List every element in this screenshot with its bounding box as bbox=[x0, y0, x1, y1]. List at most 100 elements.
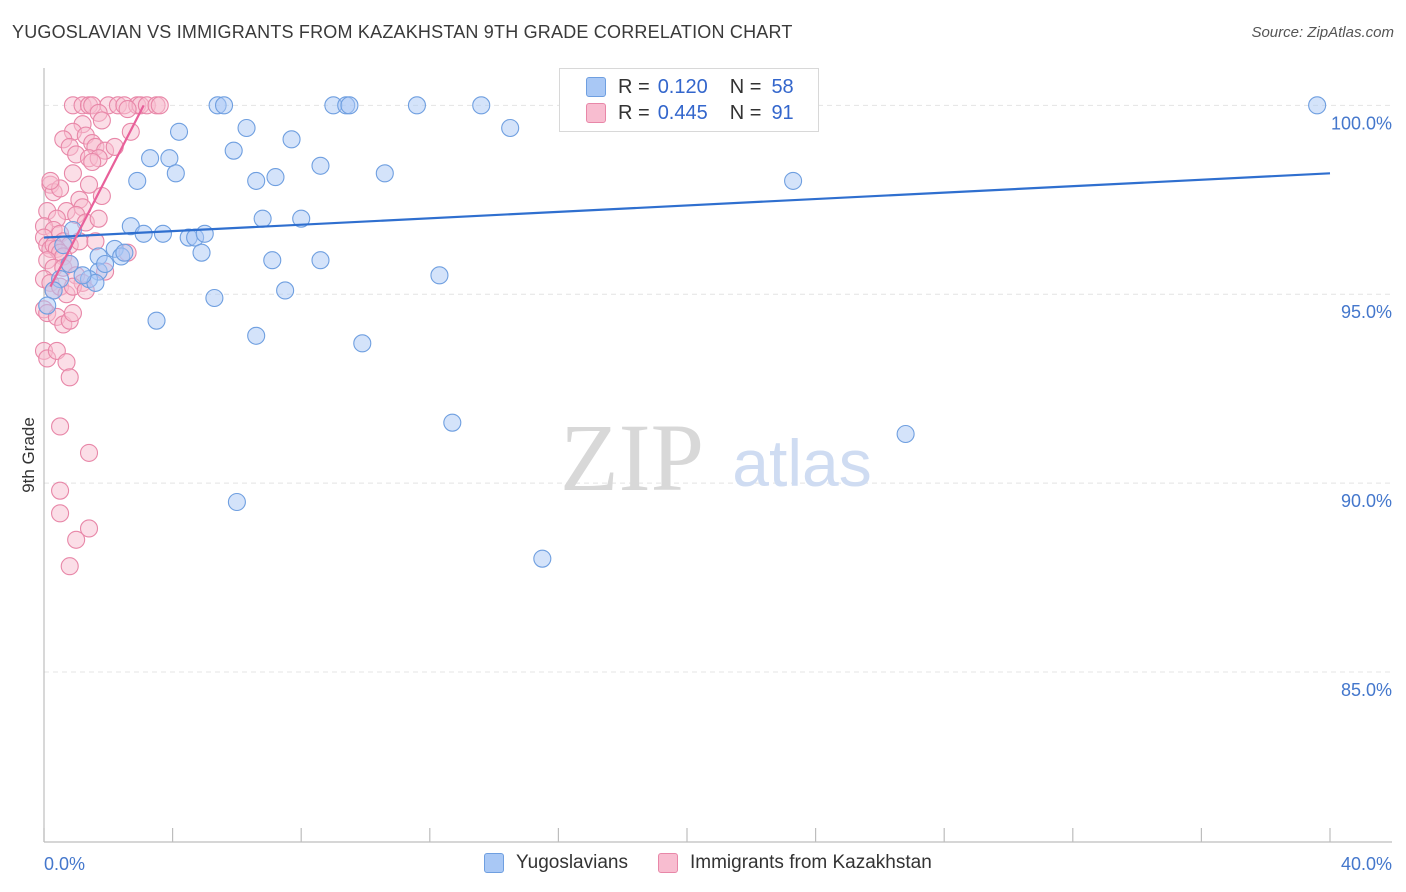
legend-swatch-pink bbox=[586, 103, 606, 123]
point-kazakhstan bbox=[79, 175, 99, 194]
trend-line-kazakhstan bbox=[49, 104, 145, 288]
legend-n-label: N = bbox=[729, 101, 762, 124]
point-yugoslavians bbox=[214, 96, 234, 115]
watermark: ZIP atlas bbox=[560, 404, 872, 511]
point-yugoslavians bbox=[276, 281, 295, 300]
legend-n-label: N = bbox=[729, 75, 762, 98]
point-yugoslavians bbox=[1308, 96, 1327, 115]
point-yugoslavians bbox=[375, 164, 394, 183]
point-yugoslavians bbox=[237, 118, 256, 138]
trend-line-yugoslavians bbox=[43, 172, 1331, 239]
point-yugoslavians bbox=[227, 492, 246, 512]
point-kazakhstan bbox=[63, 304, 82, 323]
point-yugoslavians bbox=[192, 243, 211, 262]
point-yugoslavians bbox=[501, 118, 520, 138]
point-yugoslavians bbox=[73, 266, 92, 285]
point-yugoslavians bbox=[205, 288, 224, 308]
point-kazakhstan bbox=[79, 443, 99, 462]
point-yugoslavians bbox=[430, 266, 449, 285]
point-kazakhstan bbox=[118, 100, 137, 119]
legend-n-value: 91 bbox=[771, 101, 794, 124]
legend-label: Yugoslavians bbox=[516, 852, 628, 873]
point-kazakhstan bbox=[79, 519, 99, 538]
legend-r-value: 0.445 bbox=[657, 101, 708, 124]
point-kazakhstan bbox=[63, 164, 82, 183]
point-yugoslavians bbox=[407, 96, 426, 115]
trend-lines bbox=[43, 104, 1331, 288]
source-credit: Source: ZipAtlas.com bbox=[1251, 24, 1394, 41]
watermark-zip: ZIP bbox=[560, 404, 704, 511]
legend-swatch-blue bbox=[586, 77, 606, 97]
point-yugoslavians bbox=[282, 130, 301, 149]
point-yugoslavians bbox=[247, 326, 266, 345]
y-tick-label: 90.0% bbox=[1341, 491, 1392, 511]
point-yugoslavians bbox=[292, 209, 311, 228]
legend-row-yugoslavians: R = 0.120 N = 58 bbox=[586, 74, 794, 100]
legend-swatch-pink bbox=[657, 853, 678, 873]
axes bbox=[43, 68, 1392, 843]
point-yugoslavians bbox=[153, 224, 173, 243]
y-tick-label: 100.0% bbox=[1331, 113, 1392, 133]
point-yugoslavians bbox=[896, 424, 915, 444]
point-yugoslavians bbox=[224, 141, 243, 160]
x-tick-label-max: 40.0% bbox=[1341, 854, 1392, 874]
legend-row-kazakhstan: R = 0.445 N = 91 bbox=[586, 100, 794, 126]
point-yugoslavians bbox=[128, 171, 147, 190]
data-points bbox=[34, 96, 1327, 576]
point-yugoslavians bbox=[311, 251, 330, 270]
point-yugoslavians bbox=[340, 96, 359, 115]
point-kazakhstan bbox=[83, 152, 102, 172]
point-yugoslavians bbox=[533, 549, 552, 568]
point-kazakhstan bbox=[67, 530, 86, 549]
legend-item-kazakhstan[interactable]: Immigrants from Kazakhstan bbox=[657, 852, 932, 874]
point-kazakhstan bbox=[92, 111, 111, 130]
y-axis-title: 9th Grade bbox=[19, 417, 38, 493]
correlation-legend: R = 0.120 N = 58 R = 0.445 N = 91 bbox=[559, 68, 819, 132]
point-yugoslavians bbox=[472, 96, 491, 115]
point-yugoslavians bbox=[160, 149, 179, 168]
legend-r-value: 0.120 bbox=[657, 75, 708, 98]
point-yugoslavians bbox=[169, 122, 189, 141]
point-kazakhstan bbox=[51, 481, 70, 500]
series-legend: Yugoslavians Immigrants from Kazakhstan bbox=[484, 852, 962, 874]
point-kazakhstan bbox=[60, 557, 79, 576]
legend-label: Immigrants from Kazakhstan bbox=[689, 852, 932, 873]
point-kazakhstan bbox=[57, 353, 76, 372]
point-yugoslavians bbox=[141, 149, 160, 168]
point-yugoslavians bbox=[147, 311, 166, 330]
point-kazakhstan bbox=[41, 171, 60, 190]
point-kazakhstan bbox=[105, 137, 124, 156]
point-kazakhstan bbox=[150, 96, 169, 115]
point-yugoslavians bbox=[443, 413, 462, 432]
point-kazakhstan bbox=[51, 504, 70, 523]
point-yugoslavians bbox=[353, 334, 372, 353]
point-yugoslavians bbox=[311, 156, 330, 175]
legend-r-label: R = bbox=[618, 101, 650, 124]
point-yugoslavians bbox=[38, 296, 57, 315]
point-kazakhstan bbox=[60, 368, 79, 387]
y-tick-label: 85.0% bbox=[1341, 680, 1392, 700]
point-yugoslavians bbox=[96, 254, 115, 274]
y-tick-label: 95.0% bbox=[1341, 302, 1392, 322]
point-yugoslavians bbox=[166, 164, 185, 183]
point-yugoslavians bbox=[784, 171, 803, 190]
chart-title: YUGOSLAVIAN VS IMMIGRANTS FROM KAZAKHSTA… bbox=[12, 22, 793, 42]
watermark-atlas: atlas bbox=[732, 426, 871, 500]
point-yugoslavians bbox=[263, 251, 282, 270]
legend-n-value: 58 bbox=[771, 75, 794, 98]
point-yugoslavians bbox=[266, 168, 285, 187]
legend-swatch-blue bbox=[484, 853, 504, 873]
point-yugoslavians bbox=[195, 224, 214, 243]
point-yugoslavians bbox=[253, 209, 272, 228]
legend-item-yugoslavians[interactable]: Yugoslavians bbox=[484, 852, 628, 874]
point-yugoslavians bbox=[115, 243, 134, 262]
axis-labels: 100.0% 95.0% 90.0% 85.0% 0.0% 40.0% 9th Grade bbox=[19, 113, 1392, 874]
legend-r-label: R = bbox=[618, 75, 650, 98]
point-yugoslavians bbox=[44, 281, 63, 300]
point-yugoslavians bbox=[247, 171, 266, 190]
gridlines bbox=[44, 104, 1392, 673]
point-kazakhstan bbox=[89, 209, 108, 228]
point-kazakhstan bbox=[51, 417, 70, 436]
x-tick-label-min: 0.0% bbox=[44, 854, 85, 874]
